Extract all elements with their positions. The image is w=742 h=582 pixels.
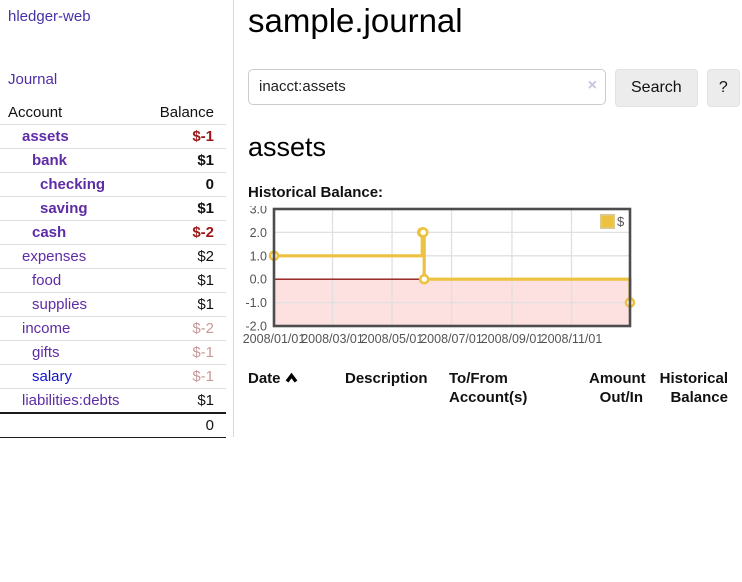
account-row: assets $-1 [0, 124, 226, 149]
sidebar-account-link-salary[interactable]: salary [32, 368, 73, 385]
account-row: saving $1 [0, 196, 226, 221]
account-balance: $-2 [145, 316, 226, 341]
account-total-balance: 0 [145, 412, 226, 438]
account-balance: $-2 [145, 220, 226, 245]
account-balance: $1 [145, 196, 226, 221]
sidebar-account-link-liabilities-debts[interactable]: liabilities:debts [22, 392, 120, 409]
transactions-header-row: Date Description To/From Account(s) Amou… [248, 366, 734, 412]
account-row: income $-2 [0, 316, 226, 341]
brand-link[interactable]: hledger-web [8, 8, 91, 25]
sidebar-account-link-supplies[interactable]: supplies [32, 296, 88, 313]
account-cell: liabilities:debts [0, 388, 146, 414]
help-button[interactable]: ? [706, 68, 740, 107]
svg-text:2008/01/01: 2008/01/01 [243, 332, 306, 346]
sidebar-account-link-gifts[interactable]: gifts [32, 344, 60, 361]
sidebar-account-link-bank[interactable]: bank [32, 152, 68, 169]
sidebar-account-link-cash[interactable]: cash [32, 224, 67, 241]
account-balance: $1 [145, 292, 226, 317]
account-cell: bank [0, 148, 146, 173]
account-row: bank $1 [0, 148, 226, 173]
account-balance: $-1 [145, 340, 226, 365]
svg-text:0.0: 0.0 [250, 273, 267, 287]
sidebar-account-link-income[interactable]: income [22, 320, 71, 337]
account-cell: expenses [0, 244, 146, 269]
svg-text:2.0: 2.0 [250, 226, 267, 240]
account-row: expenses $2 [0, 244, 226, 269]
sort-ascending-icon [285, 372, 297, 383]
account-cell: assets [0, 124, 146, 149]
svg-text:2008/09/01: 2008/09/01 [481, 332, 544, 346]
clear-search-icon[interactable]: × [587, 76, 597, 94]
svg-text:2008/07/01: 2008/07/01 [420, 332, 483, 346]
svg-text:$: $ [617, 214, 625, 229]
account-balance: $1 [145, 268, 226, 293]
svg-text:3.0: 3.0 [250, 206, 267, 217]
svg-text:-1.0: -1.0 [245, 296, 267, 310]
svg-text:2008/11/01: 2008/11/01 [541, 332, 603, 346]
search-button[interactable]: Search [615, 68, 698, 107]
account-cell: saving [0, 196, 146, 221]
account-balance: $-1 [145, 364, 226, 389]
account-row: liabilities:debts $1 [0, 388, 226, 414]
account-cell: income [0, 316, 146, 341]
search-input[interactable] [248, 68, 606, 105]
account-cell: food [0, 268, 146, 293]
balance-column-header: Balance [145, 101, 226, 125]
spacer [0, 412, 146, 438]
search-box: × [248, 68, 606, 107]
balance-column-header-main: Historical Balance [659, 369, 728, 406]
page-title: sample.journal [248, 2, 463, 39]
historical-balance-chart: $3.0 2.0 1.0 0.0 -1.0 -2.0 2008/01/01 2008/03/0… [242, 202, 740, 351]
balance-chart-svg: $3.0 2.0 1.0 0.0 -1.0 -2.02008/01/012008/03/0… [243, 202, 636, 346]
account-row: supplies $1 [0, 292, 226, 317]
account-row: checking 0 [0, 172, 226, 197]
account-row: salary $-1 [0, 364, 226, 389]
account-row: gifts $-1 [0, 340, 226, 365]
account-balance: $2 [145, 244, 226, 269]
account-heading: assets [248, 131, 327, 162]
account-row: cash $-2 [0, 220, 226, 245]
account-balance: 0 [145, 172, 226, 197]
search-form: × Search ? [248, 68, 740, 107]
sidebar-account-link-checking[interactable]: checking [40, 176, 106, 193]
amount-column-header: Amount Out/In [589, 369, 646, 406]
account-row: food $1 [0, 268, 226, 293]
date-column-header[interactable]: Date [248, 366, 345, 412]
svg-text:-2.0: -2.0 [245, 319, 267, 333]
account-column-header: Account [0, 101, 146, 125]
main-content: sample.journal × Search ? assets Histori… [243, 0, 740, 412]
svg-text:2008/03/01: 2008/03/01 [301, 332, 364, 346]
account-cell: cash [0, 220, 146, 245]
svg-text:2008/05/01: 2008/05/01 [361, 332, 424, 346]
account-cell: checking [0, 172, 146, 197]
transactions-table: Date Description To/From Account(s) Amou… [248, 366, 734, 412]
description-column-header: Description [345, 369, 428, 387]
account-cell: gifts [0, 340, 146, 365]
svg-text:1.0: 1.0 [250, 249, 267, 263]
account-balance: $1 [145, 388, 226, 414]
account-tree: Account Balance assets $-1 bank $1 checking 0… [0, 101, 226, 438]
accounts-column-header: To/From Account(s) [449, 369, 528, 406]
sidebar: hledger-web Journal Account Balance asse… [0, 0, 234, 438]
account-balance: $1 [145, 148, 226, 173]
sidebar-item-journal[interactable]: Journal [8, 71, 58, 88]
account-total-row: 0 [0, 412, 226, 438]
sidebar-account-link-expenses[interactable]: expenses [22, 248, 87, 265]
account-balance: $-1 [145, 124, 226, 149]
account-table-header: Account Balance [0, 101, 226, 125]
sidebar-account-link-saving[interactable]: saving [40, 200, 88, 217]
account-cell: supplies [0, 292, 146, 317]
chart-title: Historical Balance: [248, 183, 384, 201]
account-cell: salary [0, 364, 146, 389]
sidebar-account-link-food[interactable]: food [32, 272, 62, 289]
account-table-body: assets $-1 bank $1 checking 0 saving $1 cash $-2 e… [0, 124, 226, 414]
sidebar-account-link-assets[interactable]: assets [22, 128, 69, 145]
